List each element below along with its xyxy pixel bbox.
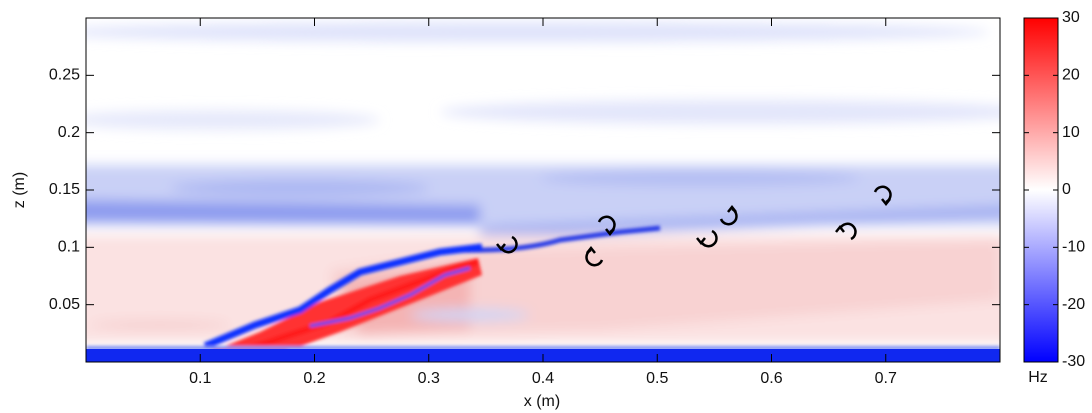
y-tick-label: 0.05: [49, 296, 80, 313]
y-tick-label: 0.2: [58, 124, 80, 141]
colorbar: [1023, 17, 1059, 363]
vortex-markers: [496, 185, 892, 267]
x-axis-label: x (m): [524, 393, 560, 410]
y-tick-label: 0.1: [58, 239, 80, 256]
colorbar-tick-label: 0: [1062, 181, 1071, 198]
x-tick-label: 0.2: [303, 370, 325, 387]
x-tick-label: 0.1: [189, 370, 211, 387]
colorbar-tick-label: 20: [1062, 67, 1080, 84]
field: [86, 18, 1000, 362]
x-tick-label: 0.5: [646, 370, 668, 387]
colorbar-tick-label: 10: [1062, 124, 1080, 141]
x-tick-label: 0.6: [760, 370, 782, 387]
y-axis-label: z (m): [11, 172, 28, 208]
x-tick-label: 0.4: [532, 370, 554, 387]
colorbar-tick-label: -20: [1062, 296, 1085, 313]
x-tick-label: 0.7: [875, 370, 897, 387]
y-tick-label: 0.25: [49, 67, 80, 84]
y-tick-label: 0.15: [49, 181, 80, 198]
colorbar-label: Hz: [1028, 369, 1048, 386]
colorbar-tick-label: 30: [1062, 9, 1080, 26]
colorbar-tick-label: -10: [1062, 239, 1085, 256]
colorbar-tick-label: -30: [1062, 353, 1085, 370]
x-tick-label: 0.3: [418, 370, 440, 387]
